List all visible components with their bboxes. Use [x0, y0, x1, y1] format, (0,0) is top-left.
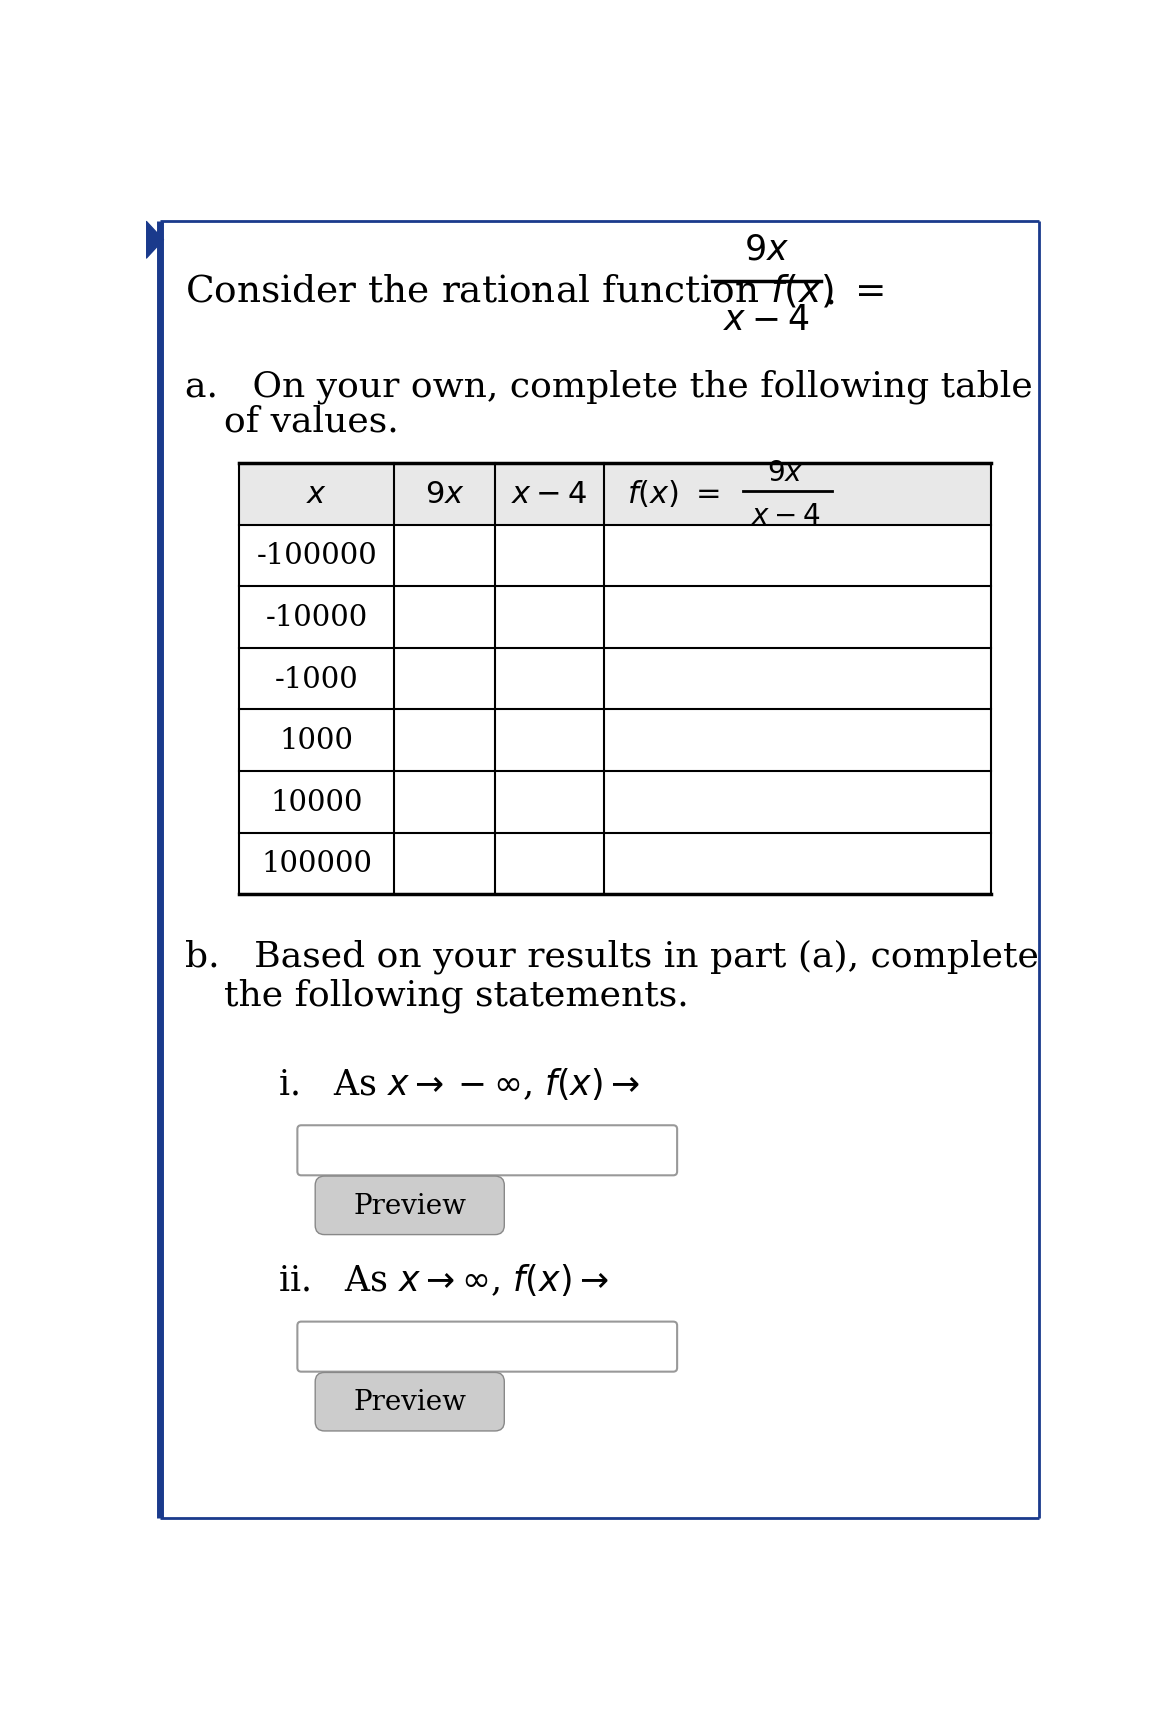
Text: -10000: -10000 [266, 603, 367, 632]
Text: -100000: -100000 [256, 543, 377, 570]
Text: $f(x)\ =$: $f(x)\ =$ [627, 479, 720, 510]
Text: $9x$: $9x$ [744, 233, 789, 267]
FancyBboxPatch shape [315, 1373, 504, 1432]
Text: .: . [825, 276, 837, 312]
Polygon shape [146, 222, 164, 258]
Text: $x - 4$: $x - 4$ [751, 503, 820, 529]
Text: $9x$: $9x$ [425, 479, 464, 510]
Text: $x - 4$: $x - 4$ [723, 303, 810, 338]
FancyBboxPatch shape [315, 1177, 504, 1235]
Text: of values.: of values. [223, 405, 399, 438]
Bar [239, 463, 991, 526]
Text: Preview: Preview [353, 1192, 467, 1220]
Text: 100000: 100000 [261, 849, 372, 879]
Text: -1000: -1000 [275, 665, 359, 693]
Text: the following statements.: the following statements. [223, 977, 688, 1011]
Text: $x$: $x$ [307, 479, 328, 510]
Text: b.   Based on your results in part (a), complete: b. Based on your results in part (a), co… [185, 939, 1039, 973]
Text: $9x$: $9x$ [768, 460, 804, 486]
Text: Preview: Preview [353, 1389, 467, 1415]
Text: Consider the rational function $f(x)\ =\ $: Consider the rational function $f(x)\ =\… [185, 272, 883, 308]
Text: 1000: 1000 [280, 727, 353, 755]
Text: 10000: 10000 [270, 789, 363, 817]
FancyBboxPatch shape [297, 1125, 677, 1175]
FancyBboxPatch shape [297, 1322, 677, 1372]
Text: ii.   As $x \rightarrow \infty$, $f(x) \rightarrow$: ii. As $x \rightarrow \infty$, $f(x) \ri… [278, 1261, 608, 1297]
Text: i.   As $x \rightarrow -\infty$, $f(x) \rightarrow$: i. As $x \rightarrow -\infty$, $f(x) \ri… [278, 1065, 640, 1101]
Text: $x - 4$: $x - 4$ [511, 479, 587, 510]
Text: a.   On your own, complete the following table: a. On your own, complete the following t… [185, 370, 1033, 405]
